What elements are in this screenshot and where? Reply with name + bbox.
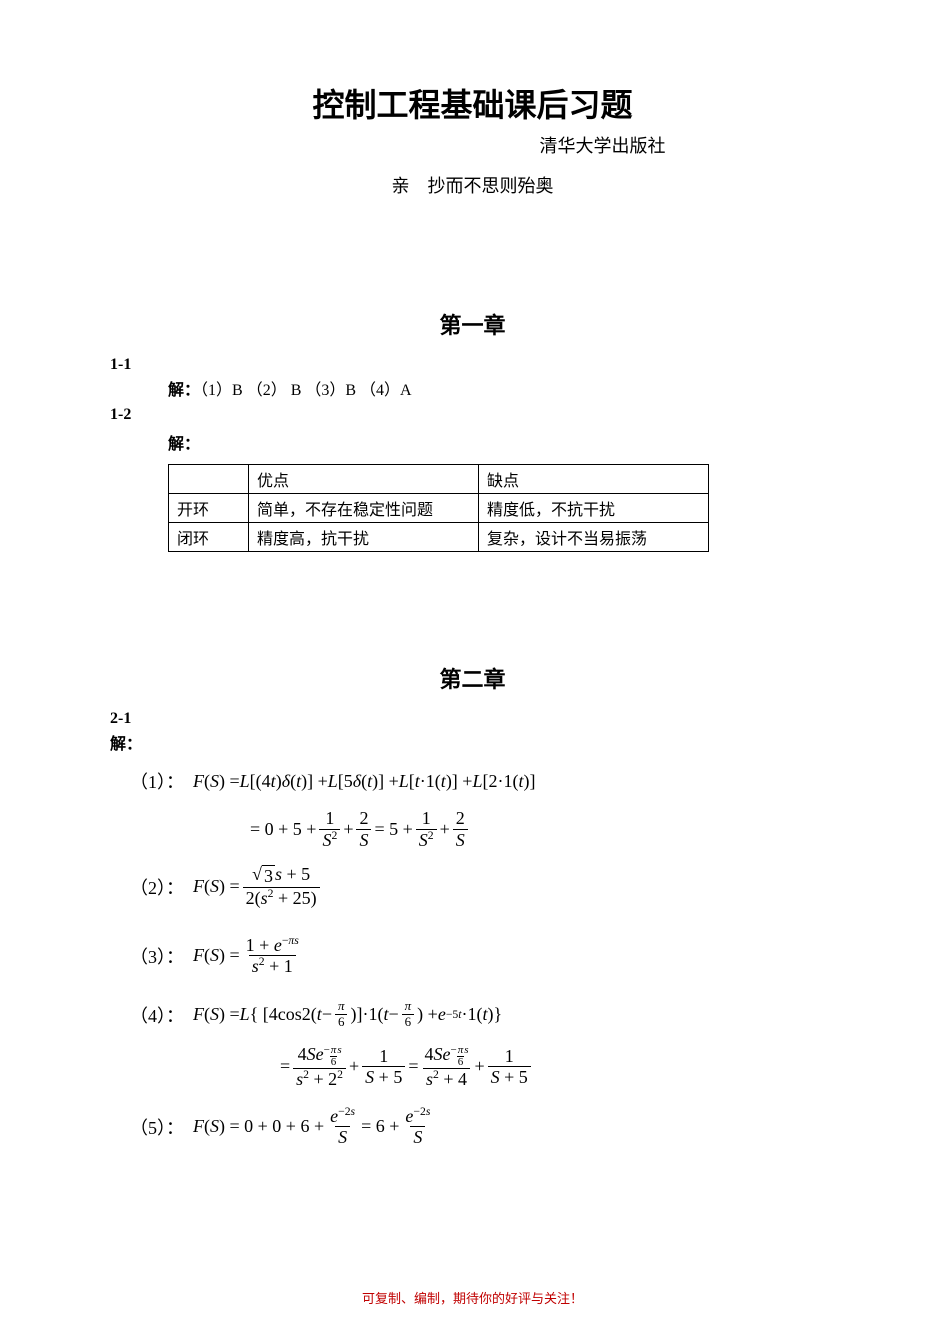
item-label: （1）： (130, 768, 184, 794)
table-cell: 开环 (169, 494, 249, 523)
publisher: 清华大学出版社 (370, 132, 835, 158)
item-label: （5）： (130, 1114, 184, 1140)
q1-1-answer-line: 解：（1）B （2） B （3）B （4）A (168, 376, 835, 400)
tagline-b: 抄而不思则殆奥 (428, 176, 554, 196)
eq-2-1-4-line2: = 4Se−π6s s2 + 22 + 1S + 5 = 4Se−π6s s2 … (280, 1044, 835, 1090)
table-row: 闭环 精度高，抗干扰 复杂，设计不当易振荡 (169, 523, 709, 552)
table-cell: 简单，不存在稳定性问题 (249, 494, 479, 523)
tagline-a: 亲 (392, 176, 410, 196)
q1-2-sol-label: 解： (168, 430, 835, 454)
item-label: （4）： (130, 1002, 184, 1028)
eq-2-1-1-line2: = 0 + 5 + 1S2 + 2S = 5 + 1S2 + 2S (250, 808, 835, 850)
q2-1-number: 2-1 (110, 710, 835, 728)
table-cell: 缺点 (479, 465, 709, 494)
chapter2-heading: 第二章 (110, 662, 835, 694)
page-title: 控制工程基础课后习题 (110, 80, 835, 126)
q1-2-table: 优点 缺点 开环 简单，不存在稳定性问题 精度低，不抗干扰 闭环 精度高，抗干扰… (168, 464, 709, 552)
table-cell: 闭环 (169, 523, 249, 552)
q1-1-answers: （1）B （2） B （3）B （4）A (200, 382, 412, 399)
eq-2-1-1-line1: （1）： F(S) = L[(4t)δ(t)] + L[5δ(t)] + L[t… (130, 768, 835, 794)
footer-note: 可复制、编制，期待你的好评与关注！ (0, 1288, 945, 1307)
table-cell (169, 465, 249, 494)
table-row: 开环 简单，不存在稳定性问题 精度低，不抗干扰 (169, 494, 709, 523)
item-label: （3）： (130, 943, 184, 969)
q2-1-sol-label: 解： (110, 730, 835, 754)
table-cell: 精度低，不抗干扰 (479, 494, 709, 523)
q1-2-number: 1-2 (110, 406, 835, 424)
table-cell: 复杂，设计不当易振荡 (479, 523, 709, 552)
table-cell: 精度高，抗干扰 (249, 523, 479, 552)
tagline: 亲抄而不思则殆奥 (110, 172, 835, 198)
table-row: 优点 缺点 (169, 465, 709, 494)
item-label: （2）： (130, 874, 184, 900)
table-cell: 优点 (249, 465, 479, 494)
eq-2-1-4-line1: （4）： F(S) = L{ [4cos2(t − π6 )]·1(t − π6… (130, 999, 835, 1030)
sol-label: 解： (168, 382, 200, 399)
eq-2-1-2: （2）： F(S) = √3s + 5 2(s2 + 25) (130, 864, 835, 908)
q1-1-number: 1-1 (110, 356, 835, 374)
eq-2-1-5: （5）： F(S) = 0 + 0 + 6 + e−2sS = 6 + e−2s… (130, 1106, 835, 1148)
chapter1-heading: 第一章 (110, 308, 835, 340)
eq-2-1-3: （3）： F(S) = 1 + e−πs s2 + 1 (130, 935, 835, 977)
